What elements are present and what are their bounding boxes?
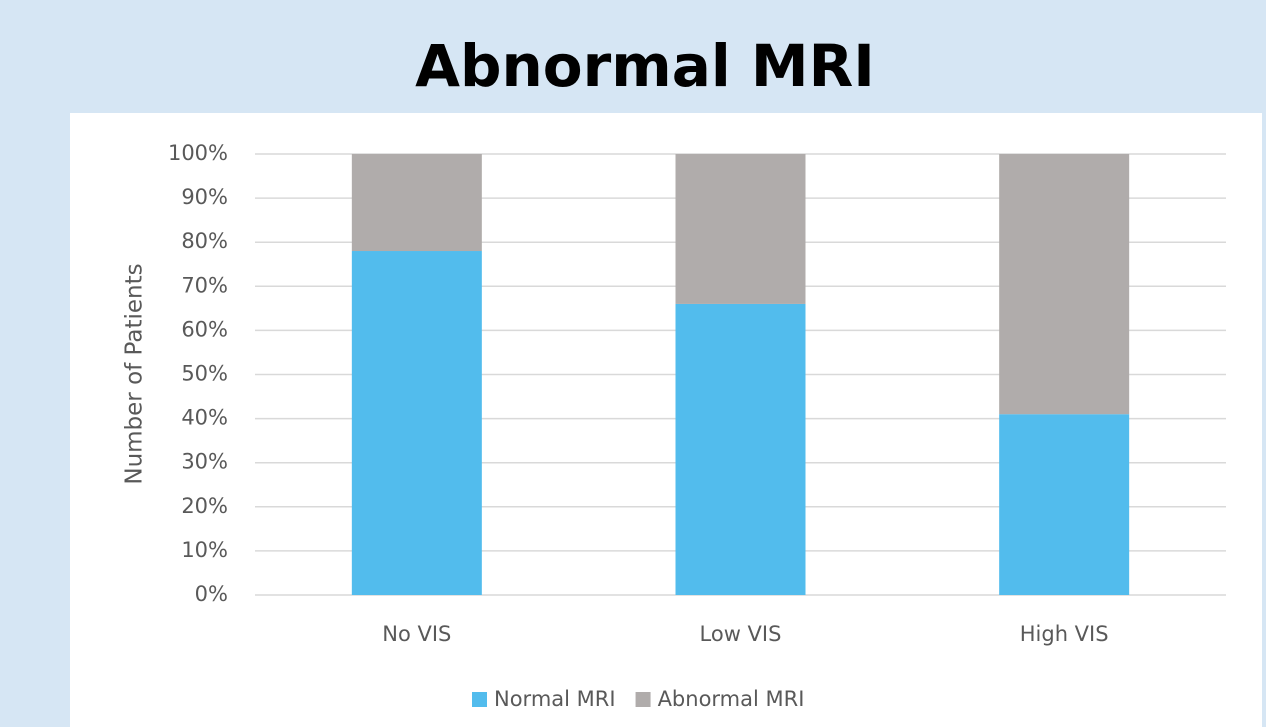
bar-segment [675,154,806,304]
y-tick-label: 80% [181,229,228,253]
bar-segment [675,303,806,595]
y-tick-label: 40% [181,406,228,430]
legend-swatch [472,692,487,707]
y-tick-label: 60% [181,317,228,341]
bar-segment [351,154,482,252]
legend-swatch [635,692,651,707]
bar-segment [999,154,1130,415]
y-tick-label: 20% [181,494,228,518]
y-tick-label: 0% [195,582,228,606]
legend-label: Abnormal MRI [658,687,805,711]
bar-segment [351,251,482,595]
x-tick-label: No VIS [382,622,451,646]
x-tick-label: High VIS [1020,622,1109,646]
x-tick-label: Low VIS [700,622,782,646]
y-tick-label: 50% [181,362,228,386]
y-tick-label: 70% [181,273,228,297]
y-tick-label: 90% [181,185,228,209]
y-tick-label: 30% [181,450,228,474]
y-axis-label: Number of Patients [122,263,148,484]
y-tick-label: 100% [168,141,228,165]
chart-title: Abnormal MRI [415,32,875,100]
bar-segment [999,414,1130,595]
legend-label: Normal MRI [494,687,616,711]
y-tick-label: 10% [181,538,228,562]
